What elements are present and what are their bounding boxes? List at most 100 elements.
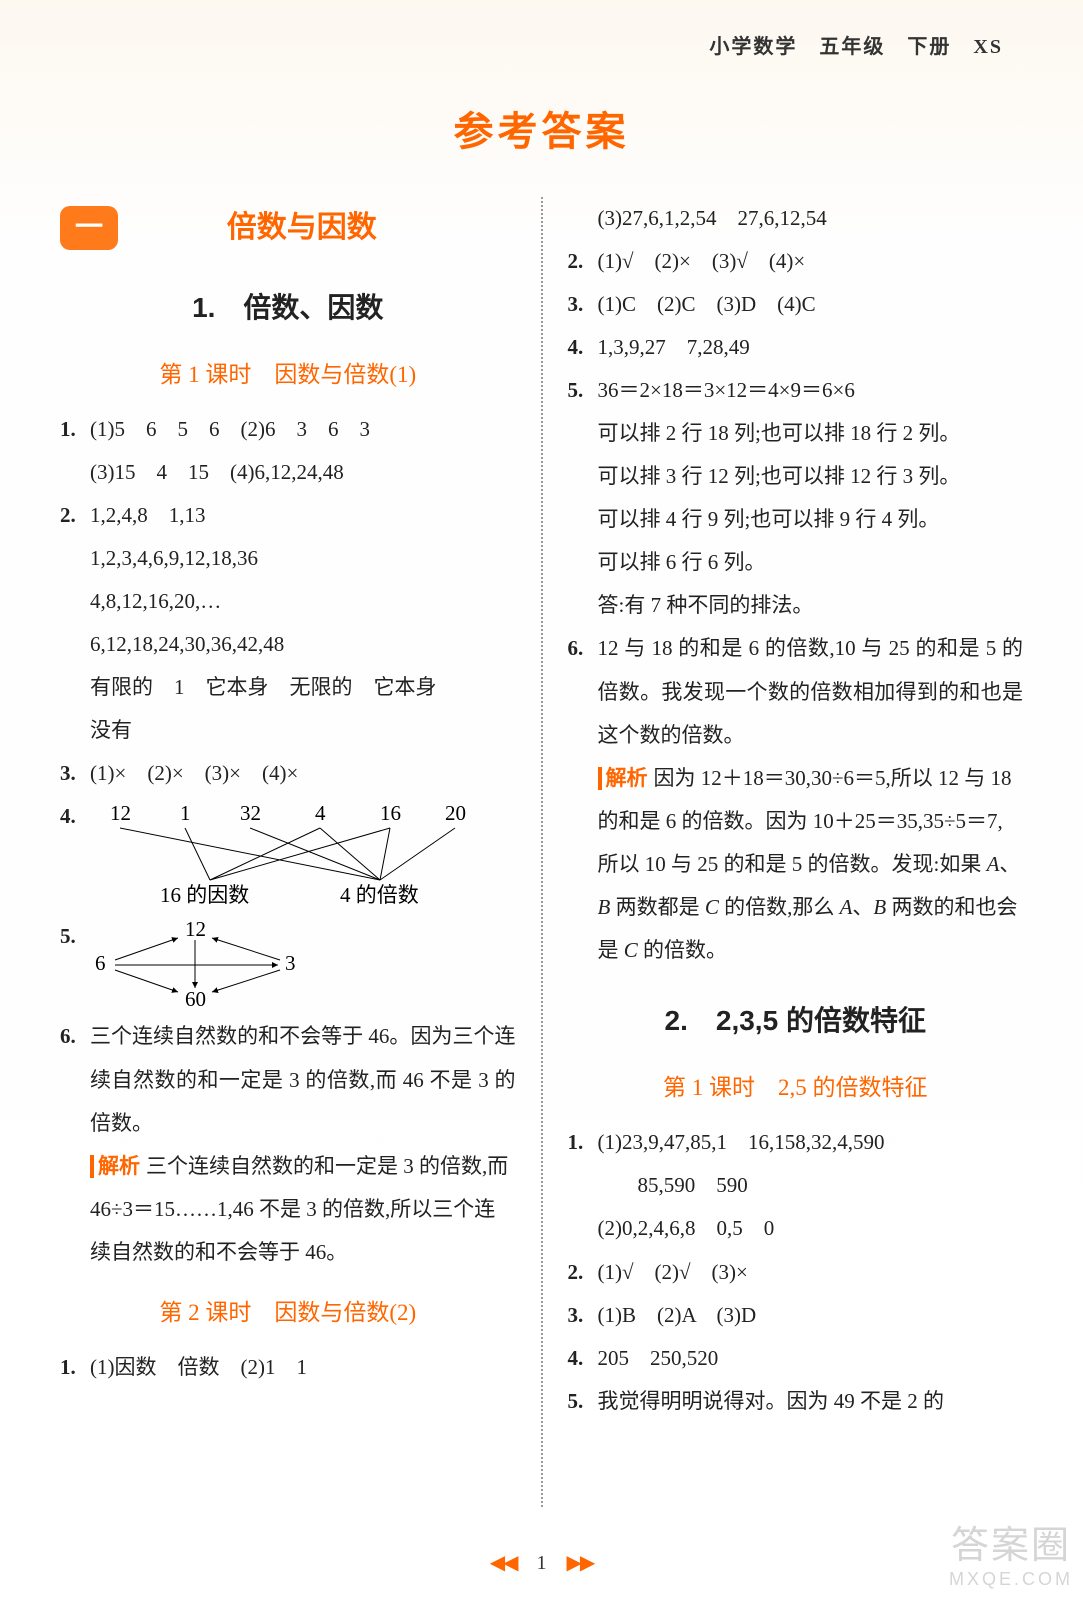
answer-line: (3)27,6,1,2,54 27,6,12,54 [568,197,1024,240]
answer-line: 答:有 7 种不同的排法。 [598,584,1024,627]
s2-q5: 5. 我觉得明明说得对。因为 49 不是 2 的 [568,1380,1024,1423]
answer-line: 可以排 3 行 12 列;也可以排 12 行 3 列。 [598,455,1024,498]
answer-line: 36＝2×18＝3×12＝4×9＝6×6 [598,369,1024,412]
answer-line: 可以排 6 行 6 列。 [598,541,1024,584]
item-number: 4. [60,795,90,915]
s2-q4: 4. 205 250,520 [568,1337,1024,1380]
q4: 4. 12 1 32 4 16 20 [60,795,516,915]
l2-q1: 1. (1)因数 倍数 (2)1 1 [60,1346,516,1389]
answer-line: (3)15 4 15 (4)6,12,24,48 [90,451,516,494]
svg-text:60: 60 [185,987,206,1010]
analysis-block: 解析因为 12＋18＝30,30÷6＝5,所以 12 与 18 的和是 6 的倍… [568,757,1024,972]
item-number: 4. [568,1337,598,1380]
l2-q5: 5. 36＝2×18＝3×12＝4×9＝6×6 可以排 2 行 18 列;也可以… [568,369,1024,627]
q6: 6. 三个连续自然数的和不会等于 46。因为三个连续自然数的和一定是 3 的倍数… [60,1015,516,1144]
left-column: 一 倍数与因数 1. 倍数、因数 第 1 课时 因数与倍数(1) 1. (1)5… [60,197,541,1507]
item-number: 3. [568,283,598,326]
page-number: 1 [537,1552,547,1574]
analysis-text: 三个连续自然数的和一定是 3 的倍数,而 46÷3＝15……1,46 不是 3 … [90,1154,508,1264]
item-body: (1)5 6 5 6 (2)6 3 6 3 (3)15 4 15 (4)6,12… [90,408,516,494]
svg-text:16 的因数: 16 的因数 [160,883,249,907]
item-number: 1. [568,1121,598,1250]
l2-q2: 2. (1)√ (2)× (3)√ (4)× [568,240,1024,283]
item-body: (1)× (2)× (3)× (4)× [90,752,516,795]
q5: 5. 12 6 3 60 [60,915,516,1015]
analysis-text: 因为 12＋18＝30,30÷6＝5,所以 12 与 18 的和是 6 的倍数。… [598,766,1021,962]
item-number: 2. [568,1251,598,1294]
answer-line: 没有 [90,709,516,752]
item-body: 我觉得明明说得对。因为 49 不是 2 的 [598,1380,1024,1423]
item-body: 36＝2×18＝3×12＝4×9＝6×6 可以排 2 行 18 列;也可以排 1… [598,369,1024,627]
unit-header: 一 倍数与因数 [60,197,516,259]
item-number: 6. [568,627,598,756]
answer-line: 有限的 1 它本身 无限的 它本身 [90,666,516,709]
item-body: (1)B (2)A (3)D [598,1294,1024,1337]
watermark: 答案圈 MXQE.COM [949,1514,1073,1590]
answer-text: 12 与 18 的和是 6 的倍数,10 与 25 的和是 5 的倍数。我发现一… [598,636,1024,746]
q2: 2. 1,2,4,8 1,13 1,2,3,4,6,9,12,18,36 4,8… [60,494,516,752]
answer-line: (2)0,2,4,6,8 0,5 0 [598,1207,1024,1250]
answer-line: 85,590 590 [598,1164,1024,1207]
svg-text:6: 6 [95,951,106,975]
lesson-1-1-title: 第 1 课时 因数与倍数(1) [60,351,516,398]
s2-q1: 1. (1)23,9,47,85,1 16,158,32,4,590 85,59… [568,1121,1024,1250]
arrow-left-icon: ◀◀ [490,1552,517,1574]
item-number: 1. [60,1346,90,1389]
svg-text:20: 20 [445,801,466,825]
item-number: 3. [568,1294,598,1337]
answer-line: 1,2,4,8 1,13 [90,494,516,537]
answer-line: 4,8,12,16,20,… [90,580,516,623]
main-title: 参考答案 [60,99,1023,157]
page-meta: 小学数学 五年级 下册 XS [60,30,1023,59]
unit-badge: 一 [60,206,118,250]
analysis-block: 解析三个连续自然数的和一定是 3 的倍数,而 46÷3＝15……1,46 不是 … [60,1145,516,1274]
item-number: 6. [60,1015,90,1144]
analysis-label: 解析 [598,767,648,790]
s2-q3: 3. (1)B (2)A (3)D [568,1294,1024,1337]
item-body: 三个连续自然数的和不会等于 46。因为三个连续自然数的和一定是 3 的倍数,而 … [90,1015,516,1144]
q3: 3. (1)× (2)× (3)× (4)× [60,752,516,795]
answer-line: 可以排 2 行 18 列;也可以排 18 行 2 列。 [598,412,1024,455]
item-body: (1)23,9,47,85,1 16,158,32,4,590 85,590 5… [598,1121,1024,1250]
arrow-diagram: 12 6 3 60 [90,920,310,1010]
item-number: 5. [568,1380,598,1423]
answer-text: 三个连续自然数的和不会等于 46。因为三个连续自然数的和一定是 3 的倍数,而 … [90,1024,516,1134]
two-column-layout: 一 倍数与因数 1. 倍数、因数 第 1 课时 因数与倍数(1) 1. (1)5… [60,197,1023,1507]
answer-line: 6,12,18,24,30,36,42,48 [90,623,516,666]
item-body: (1)√ (2)× (3)√ (4)× [598,240,1024,283]
page-footer: ◀◀ 1 ▶▶ [0,1550,1083,1575]
svg-text:16: 16 [380,801,401,825]
svg-text:1: 1 [180,801,191,825]
s2-q2: 2. (1)√ (2)√ (3)× [568,1251,1024,1294]
item-number: 3. [60,752,90,795]
item-body: (1)C (2)C (3)D (4)C [598,283,1024,326]
lesson-2-1-title: 第 1 课时 2,5 的倍数特征 [568,1064,1024,1111]
q1: 1. (1)5 6 5 6 (2)6 3 6 3 (3)15 4 15 (4)6… [60,408,516,494]
item-body: 12 6 3 60 [90,915,516,1015]
item-number: 2. [568,240,598,283]
answer-line: (1)23,9,47,85,1 16,158,32,4,590 [598,1121,1024,1164]
item-body: 12 与 18 的和是 6 的倍数,10 与 25 的和是 5 的倍数。我发现一… [598,627,1024,756]
answer-line: 可以排 4 行 9 列;也可以排 9 行 4 列。 [598,498,1024,541]
right-column: (3)27,6,1,2,54 27,6,12,54 2. (1)√ (2)× (… [543,197,1024,1507]
page-container: 小学数学 五年级 下册 XS 参考答案 一 倍数与因数 1. 倍数、因数 第 1… [0,0,1083,1600]
item-number: 5. [60,915,90,1015]
l2-q3: 3. (1)C (2)C (3)D (4)C [568,283,1024,326]
item-body: 205 250,520 [598,1337,1024,1380]
svg-text:4 的倍数: 4 的倍数 [340,883,419,907]
item-body: 12 1 32 4 16 20 16 的因数 [90,795,516,915]
lesson-1-2-title: 第 2 课时 因数与倍数(2) [60,1289,516,1336]
svg-text:12: 12 [185,920,206,941]
item-body: 1,2,4,8 1,13 1,2,3,4,6,9,12,18,36 4,8,12… [90,494,516,752]
item-number: 1. [60,408,90,494]
answer-line: (1)5 6 5 6 (2)6 3 6 3 [90,408,516,451]
item-body: 1,3,9,27 7,28,49 [598,326,1024,369]
section-1-title: 1. 倍数、因数 [60,279,516,336]
item-number: 2. [60,494,90,752]
item-number: 5. [568,369,598,627]
item-body: (1)因数 倍数 (2)1 1 [90,1346,516,1389]
watermark-title: 答案圈 [949,1514,1073,1569]
arrow-right-icon: ▶▶ [567,1552,594,1574]
l2-q4: 4. 1,3,9,27 7,28,49 [568,326,1024,369]
watermark-url: MXQE.COM [949,1569,1073,1590]
